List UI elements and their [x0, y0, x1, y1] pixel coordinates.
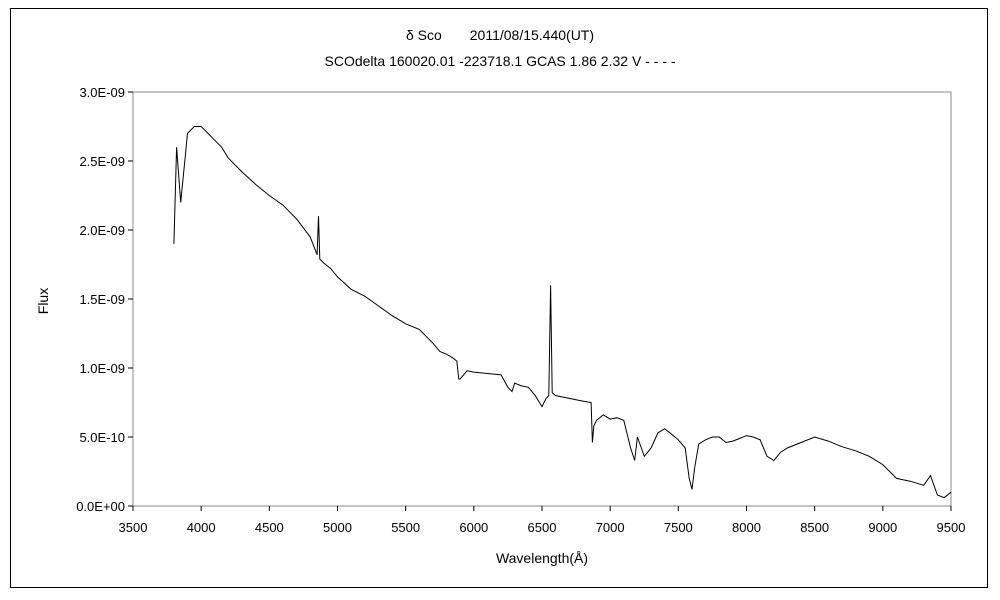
y-tick-label: 1.5E-09: [79, 292, 125, 307]
x-tick-label: 6500: [528, 520, 557, 535]
x-tick-label: 5000: [323, 520, 352, 535]
x-tick-label: 8500: [800, 520, 829, 535]
x-tick-label: 8000: [732, 520, 761, 535]
y-axis-label: Flux: [35, 288, 51, 314]
x-tick-label: 4000: [187, 520, 216, 535]
y-tick-label: 2.0E-09: [79, 223, 125, 238]
x-tick-label: 4500: [255, 520, 284, 535]
x-tick-label: 7000: [596, 520, 625, 535]
spectrum-line: [173, 126, 952, 499]
y-tick-label: 0.0E+00: [76, 499, 125, 514]
y-tick-label: 2.5E-09: [79, 154, 125, 169]
x-axis-label: Wavelength(Å): [496, 550, 588, 566]
y-tick-label: 3.0E-09: [79, 85, 125, 100]
chart-subtitle: SCOdelta 160020.01 -223718.1 GCAS 1.86 2…: [324, 53, 676, 69]
x-tick-label: 5500: [391, 520, 420, 535]
x-axis: 3500 4000 4500 5000 5500 6000 6500 7000 7500 8000…: [119, 506, 966, 535]
x-tick-label: 9500: [937, 520, 966, 535]
plot-area: [132, 91, 952, 507]
y-axis: 0.0E+00 5.0E-10 1.0E-09 1.5E-09 2.0E-09 2.5E-…: [76, 85, 133, 514]
x-tick-label: 3500: [119, 520, 148, 535]
y-tick-label: 1.0E-09: [79, 361, 125, 376]
chart-title: δ Sco 2011/08/15.440(UT): [405, 27, 595, 43]
x-tick-label: 6000: [459, 520, 488, 535]
x-tick-label: 9000: [868, 520, 897, 535]
x-tick-label: 7500: [664, 520, 693, 535]
y-tick-label: 5.0E-10: [79, 430, 125, 445]
